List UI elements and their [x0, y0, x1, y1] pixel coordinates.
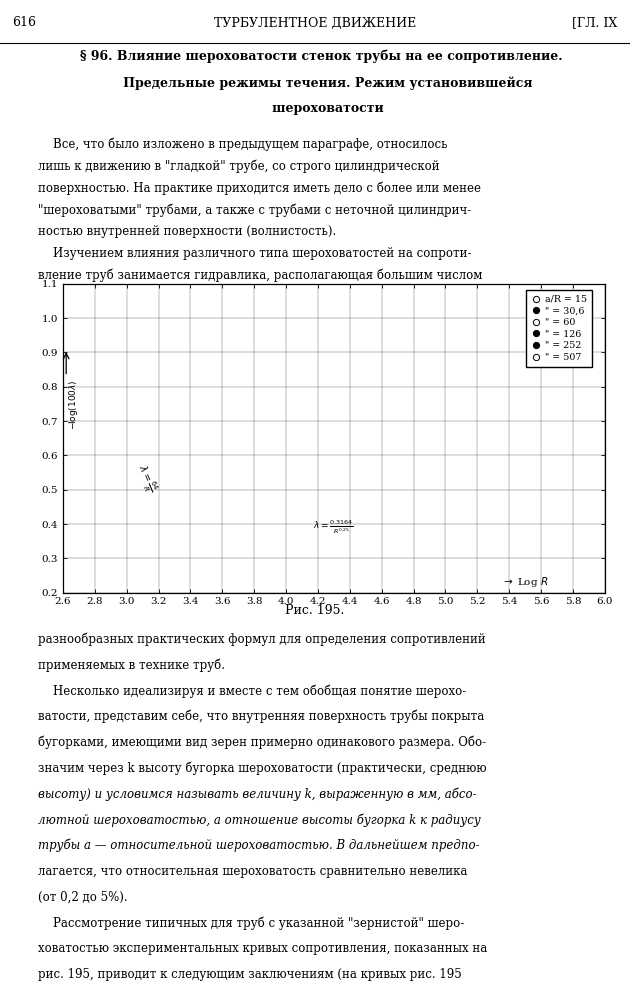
Text: $\lambda=\frac{0.3164}{R^{0.25}}$: $\lambda=\frac{0.3164}{R^{0.25}}$: [313, 519, 354, 537]
Text: шероховатости: шероховатости: [259, 103, 384, 116]
Text: значим через k высоту бугорка шероховатости (практически, среднюю: значим через k высоту бугорка шероховато…: [38, 762, 486, 775]
Text: Рис. 195.: Рис. 195.: [285, 604, 345, 617]
Text: лишь к движению в "гладкой" трубе, со строго цилиндрической: лишь к движению в "гладкой" трубе, со ст…: [38, 159, 440, 173]
Text: разнообразных практических формул для определения сопротивлений: разнообразных практических формул для оп…: [38, 632, 486, 646]
Text: поверхностью. На практике приходится иметь дело с более или менее: поверхностью. На практике приходится име…: [38, 181, 481, 195]
Text: (от 0,2 до 5%).: (от 0,2 до 5%).: [38, 890, 127, 903]
Text: Несколько идеализируя и вместе с тем обобщая понятие шерохо-: Несколько идеализируя и вместе с тем обо…: [38, 684, 466, 697]
Text: $\rightarrow$ Log $R$: $\rightarrow$ Log $R$: [501, 575, 549, 589]
Text: Рассмотрение типичных для труб с указанной "зернистой" шеро-: Рассмотрение типичных для труб с указанн…: [38, 916, 464, 930]
Legend: a/R = 15, " = 30,6, " = 60, " = 126, " = 252, " = 507: a/R = 15, " = 30,6, " = 60, " = 126, " =…: [526, 290, 592, 367]
Text: трубы a — относительной шероховатостью. В дальнейшем предпо-: трубы a — относительной шероховатостью. …: [38, 839, 479, 853]
Text: 616: 616: [13, 16, 37, 30]
Text: Предельные режимы течения. Режим установившейся: Предельные режимы течения. Режим установ…: [110, 76, 532, 90]
Text: Изучением влияния различного типа шероховатостей на сопроти-: Изучением влияния различного типа шерохо…: [38, 247, 471, 260]
Text: ховатостью экспериментальных кривых сопротивления, показанных на: ховатостью экспериментальных кривых сопр…: [38, 942, 487, 955]
Text: $-\!\log(100\lambda)$: $-\!\log(100\lambda)$: [67, 379, 80, 430]
Text: [ГЛ. IX: [ГЛ. IX: [572, 16, 617, 30]
Text: лютной шероховатостью, а отношение высоты бугорка k к радиусу: лютной шероховатостью, а отношение высот…: [38, 813, 481, 827]
Text: $\lambda=\frac{64}{R}$: $\lambda=\frac{64}{R}$: [132, 461, 160, 495]
Text: рис. 195, приводит к следующим заключениям (на кривых рис. 195: рис. 195, приводит к следующим заключени…: [38, 968, 462, 981]
Text: "шероховатыми" трубами, а также с трубами с неточной цилиндрич-: "шероховатыми" трубами, а также с трубам…: [38, 203, 471, 217]
Text: Все, что было изложено в предыдущем параграфе, относилось: Все, что было изложено в предыдущем пара…: [38, 138, 447, 151]
Text: вление труб занимается гидравлика, располагающая большим числом: вление труб занимается гидравлика, распо…: [38, 269, 482, 282]
Text: применяемых в технике труб.: применяемых в технике труб.: [38, 658, 225, 671]
Text: лагается, что относительная шероховатость сравнительно невелика: лагается, что относительная шероховатост…: [38, 865, 467, 877]
Text: ностью внутренней поверхности (волнистость).: ностью внутренней поверхности (волнистос…: [38, 225, 336, 238]
Text: бугорками, имеющими вид зерен примерно одинакового размера. Обо-: бугорками, имеющими вид зерен примерно о…: [38, 736, 486, 749]
Text: высоту) и условимся называть величину k, выраженную в мм, абсо-: высоту) и условимся называть величину k,…: [38, 787, 476, 801]
Text: ТУРБУЛЕНТНОЕ ДВИЖЕНИЕ: ТУРБУЛЕНТНОЕ ДВИЖЕНИЕ: [214, 16, 416, 30]
Text: § 96. Влияние шероховатости стенок трубы на ее сопротивление.: § 96. Влияние шероховатости стенок трубы…: [80, 50, 563, 64]
Text: ватости, представим себе, что внутренняя поверхность трубы покрыта: ватости, представим себе, что внутренняя…: [38, 710, 484, 723]
